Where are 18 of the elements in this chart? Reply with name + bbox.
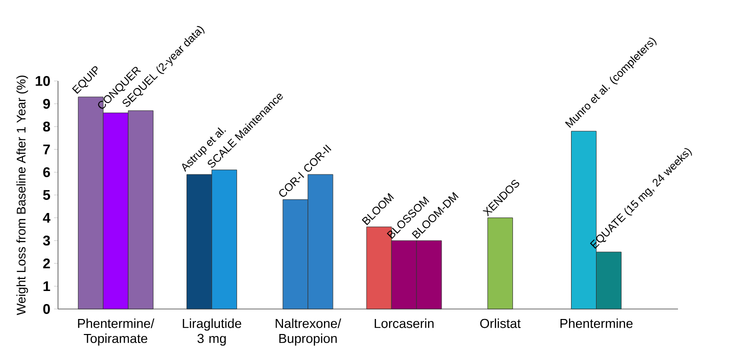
y-tick-label: 2 — [43, 258, 50, 268]
x-tick-label: Orlistat — [480, 318, 521, 328]
x-tick-label: Phentermine — [560, 318, 633, 328]
x-tick-label: Lorcaserin — [374, 318, 434, 328]
x-tick-label: Liraglutide 3 mg — [182, 318, 242, 346]
y-tick-label: 1 — [44, 281, 50, 291]
y-tick-label: 5 — [43, 190, 50, 200]
y-tick-label: 9 — [43, 98, 50, 109]
y-tick-label: 0 — [43, 304, 50, 314]
x-tick-label: Naltrexone/ Bupropion — [276, 318, 342, 346]
y-tick-label: 10 — [36, 76, 50, 86]
y-axis-title: Weight Loss from Baseline After 1 Year (%) — [16, 76, 28, 316]
y-tick-label: 3 — [43, 236, 50, 246]
y-tick-label: 7 — [43, 144, 50, 154]
y-tick-label: 6 — [43, 167, 50, 178]
x-tick-label: Phentermine/ Topiramate — [78, 318, 154, 346]
y-tick-label: 4 — [42, 212, 50, 223]
y-tick-label: 8 — [43, 122, 50, 132]
